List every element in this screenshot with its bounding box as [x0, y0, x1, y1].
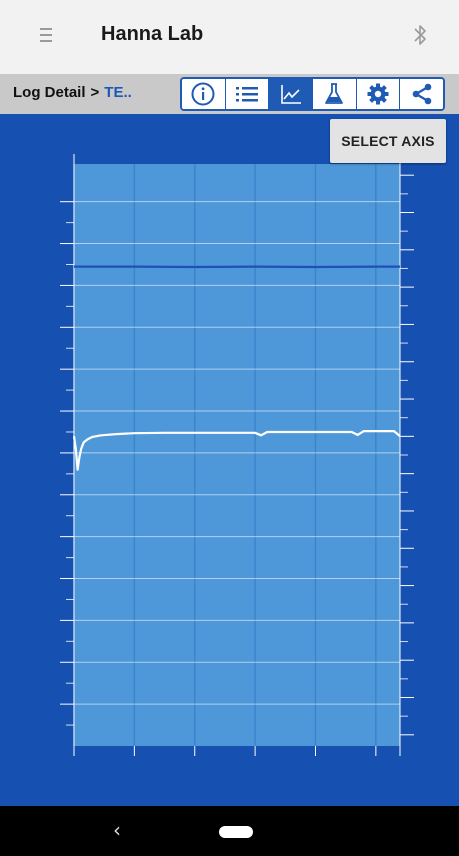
share-icon — [412, 83, 431, 105]
breadcrumb: Log Detail > TE.. — [13, 84, 132, 101]
list-icon — [236, 87, 258, 102]
ph-series-line — [72, 430, 401, 471]
breadcrumb-parent[interactable]: Log Detail — [13, 84, 86, 101]
app-bar: Hanna Lab — [0, 0, 459, 74]
info-button[interactable] — [182, 79, 226, 109]
breadcrumb-current: TE.. — [104, 84, 132, 101]
info-icon — [191, 82, 215, 106]
graph-icon — [280, 85, 301, 104]
settings-icon — [367, 83, 389, 105]
calibration-button[interactable] — [313, 79, 357, 109]
breadcrumb-separator: > — [90, 84, 100, 101]
select-axis-button[interactable]: SELECT AXIS — [330, 119, 446, 163]
toolbar — [180, 77, 445, 111]
breadcrumb-bar: Log Detail > TE.. — [0, 74, 459, 114]
flask-icon — [325, 83, 344, 104]
system-nav-bar: ‹ — [0, 806, 459, 856]
plot-background — [74, 164, 400, 746]
home-button[interactable] — [219, 826, 253, 838]
back-icon[interactable]: ‹ — [113, 818, 121, 842]
settings-button[interactable] — [356, 79, 401, 109]
app-title: Hanna Lab — [101, 23, 204, 45]
bluetooth-icon[interactable] — [412, 22, 428, 48]
graph-button[interactable] — [269, 79, 314, 109]
share-button[interactable] — [400, 79, 443, 109]
menu-icon[interactable] — [40, 28, 52, 42]
log-chart[interactable] — [0, 114, 459, 806]
chart-area: SELECT AXIS — [0, 114, 459, 806]
list-button[interactable] — [225, 79, 270, 109]
